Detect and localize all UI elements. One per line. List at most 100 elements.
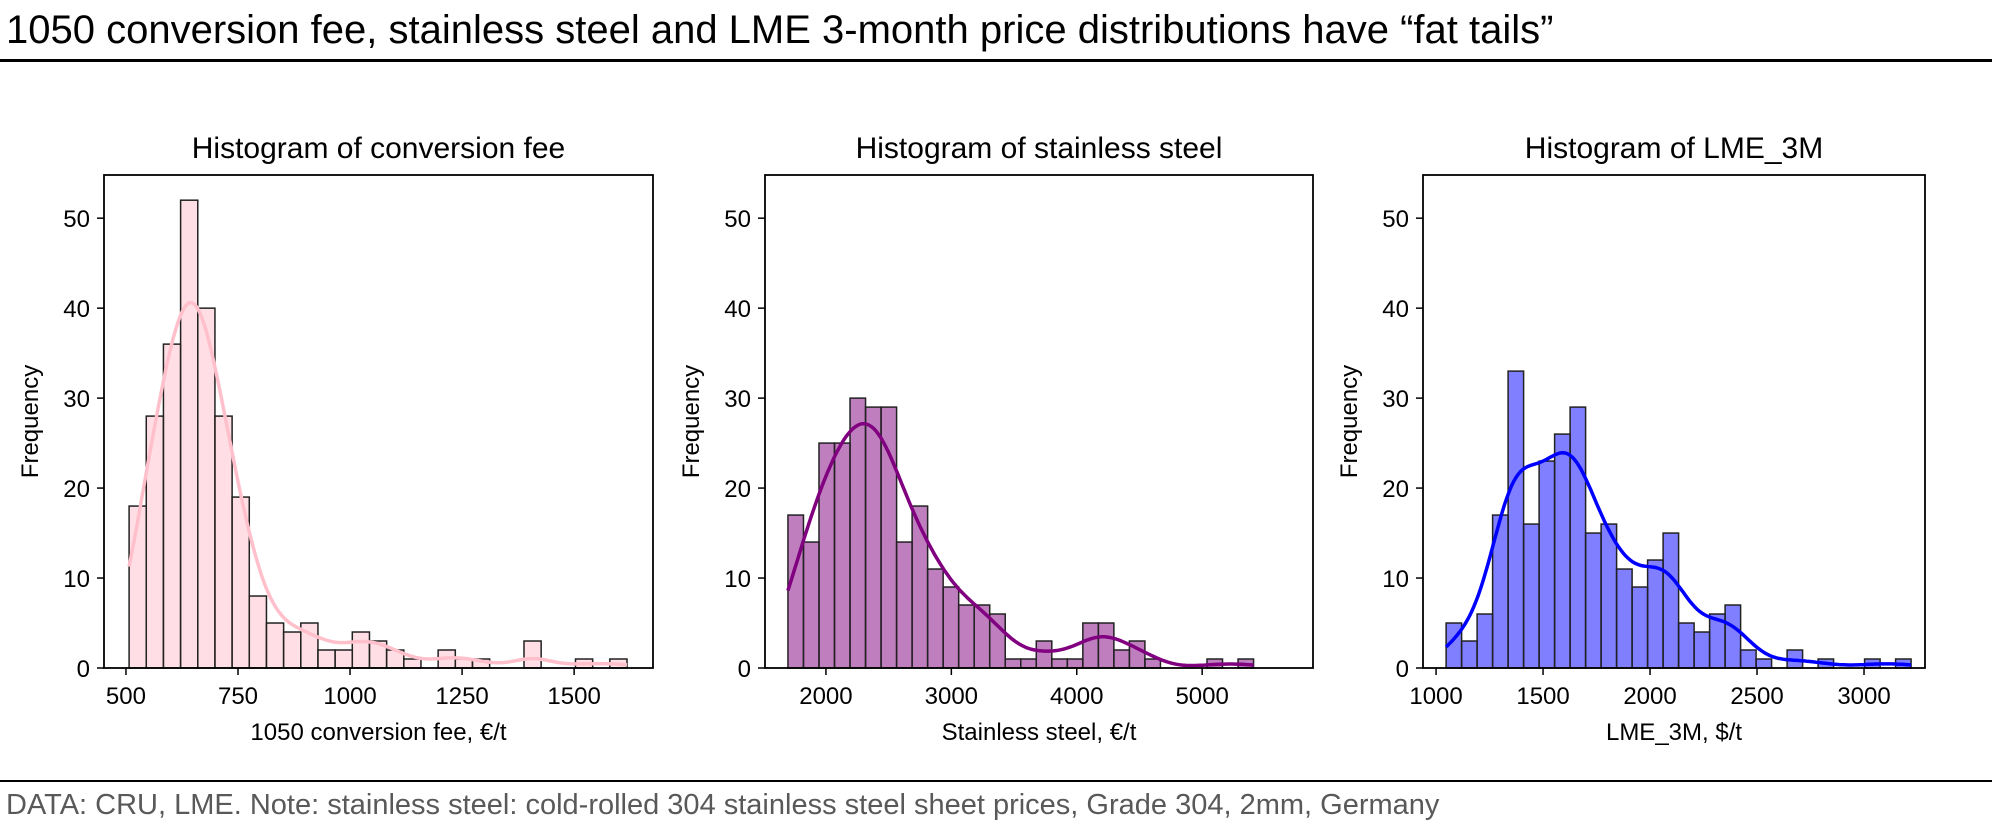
source-note: DATA: CRU, LME. Note: stainless steel: c…	[6, 789, 1440, 821]
y-tick-label: 20	[1382, 476, 1409, 503]
kde-curve	[1444, 451, 1912, 667]
x-tick-label: 1000	[323, 683, 376, 710]
x-axis-label: LME_3M, $/t	[1606, 719, 1742, 746]
histogram-bar	[351, 631, 371, 669]
y-tick-label: 50	[63, 206, 90, 233]
y-tick-label: 10	[724, 566, 751, 593]
x-tick-label: 3000	[1837, 683, 1890, 710]
x-tick-label: 1500	[547, 683, 600, 710]
histogram-bar	[1004, 658, 1022, 669]
histogram-bar	[911, 505, 929, 669]
histogram-bar	[1569, 406, 1587, 669]
plot-frame	[103, 174, 654, 669]
x-tick-label: 500	[106, 683, 146, 710]
y-tick-label: 20	[63, 476, 90, 503]
histogram-panel-stainless-steel: Histogram of stainless steel Stainless s…	[678, 132, 1314, 746]
y-tick-label: 40	[1382, 296, 1409, 323]
histogram-bar	[1739, 649, 1757, 669]
histogram-bar	[214, 415, 233, 669]
histogram-bar	[1097, 622, 1115, 669]
x-tick-label: 1000	[1409, 683, 1462, 710]
histogram-bar	[1035, 640, 1053, 669]
y-tick-label: 0	[738, 656, 751, 683]
y-tick-label: 40	[63, 296, 90, 323]
histogram-bar	[334, 649, 354, 669]
histogram-bar	[1051, 658, 1069, 669]
histogram-bar	[403, 658, 422, 669]
kde-curve	[786, 421, 1254, 668]
histogram-bar	[802, 541, 820, 669]
x-axis-label: Stainless steel, €/t	[942, 719, 1137, 746]
histogram-bar	[787, 514, 805, 669]
histogram-bar	[1476, 613, 1494, 669]
histogram-bar	[1460, 640, 1478, 669]
histogram-bar	[317, 649, 336, 669]
histogram-bar	[1082, 622, 1100, 669]
chart-title: Histogram of stainless steel	[856, 132, 1223, 165]
chart-title: Histogram of conversion fee	[192, 132, 566, 165]
kde-curve	[127, 300, 628, 667]
y-tick-label: 10	[63, 566, 90, 593]
histogram-bar	[1724, 604, 1742, 669]
histogram-bars	[787, 397, 1255, 669]
histogram-bar	[1755, 658, 1773, 669]
histogram-bar	[957, 604, 975, 669]
y-tick-label: 50	[724, 206, 751, 233]
histogram-panel-lme-3m: Histogram of LME_3M LME_3M, $/t Frequenc…	[1336, 132, 1926, 746]
histogram-bar	[1066, 658, 1084, 669]
histogram-bar	[1113, 649, 1131, 669]
x-tick-label: 750	[218, 683, 258, 710]
histogram-bar	[1584, 532, 1602, 669]
y-axis-label: Frequency	[17, 365, 44, 478]
histogram-bar	[880, 406, 898, 669]
y-tick-label: 30	[724, 386, 751, 413]
x-tick-label: 2000	[799, 683, 852, 710]
histogram-bar	[1553, 433, 1571, 669]
y-tick-label: 30	[1382, 386, 1409, 413]
histogram-bar	[1538, 460, 1556, 669]
histogram-bar	[942, 586, 960, 669]
histogram-bar	[1615, 568, 1633, 669]
histogram-bar	[1662, 532, 1680, 669]
histogram-bar	[162, 343, 182, 669]
y-tick-label: 40	[724, 296, 751, 323]
histogram-bars	[1445, 370, 1912, 669]
x-axis-label: 1050 conversion fee, €/t	[250, 719, 507, 746]
x-tick-label: 2000	[1623, 683, 1676, 710]
histogram-bar	[1693, 631, 1711, 669]
headline: 1050 conversion fee, stainless steel and…	[6, 8, 1554, 52]
plot-frame	[764, 174, 1314, 669]
histogram-bar	[1020, 658, 1038, 669]
histogram-bars	[128, 199, 628, 669]
histogram-bar	[265, 622, 285, 669]
chart-title: Histogram of LME_3M	[1525, 132, 1823, 165]
histogram-bar	[895, 541, 913, 669]
histogram-panel-conversion-fee: Histogram of conversion fee 1050 convers…	[17, 132, 654, 746]
histogram-bar	[1677, 622, 1695, 669]
histogram-bar	[849, 397, 867, 669]
x-tick-label: 1250	[435, 683, 488, 710]
x-tick-label: 1500	[1516, 683, 1569, 710]
histogram-bar	[833, 442, 851, 669]
histogram-bar	[1522, 523, 1540, 669]
x-tick-label: 5000	[1175, 683, 1228, 710]
histogram-bar	[864, 406, 882, 669]
x-tick-label: 3000	[925, 683, 978, 710]
histogram-bar	[282, 631, 302, 669]
y-axis-label: Frequency	[1336, 365, 1363, 478]
y-tick-label: 10	[1382, 566, 1409, 593]
y-tick-label: 0	[77, 656, 90, 683]
histogram-bar	[179, 199, 199, 669]
y-tick-label: 0	[1396, 656, 1409, 683]
x-tick-label: 4000	[1050, 683, 1103, 710]
histogram-bar	[1631, 586, 1649, 669]
top-rule	[0, 59, 1992, 62]
x-tick-label: 2500	[1730, 683, 1783, 710]
y-tick-label: 20	[724, 476, 751, 503]
histogram-bar	[523, 640, 542, 669]
y-axis-label: Frequency	[678, 365, 705, 478]
histogram-bar	[248, 595, 268, 669]
histogram-bar	[1600, 523, 1618, 669]
bottom-rule	[0, 780, 1992, 782]
